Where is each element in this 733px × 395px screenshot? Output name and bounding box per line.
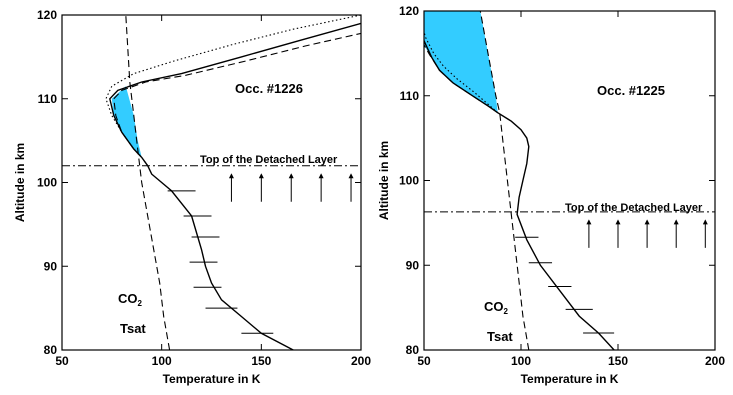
detached-layer-label: Top of the Detached Layer <box>565 202 703 214</box>
series-line-tsat <box>125 15 171 350</box>
y-tick-label: 100 <box>399 174 419 188</box>
tsat-label: Tsat <box>120 321 146 336</box>
co2-label: CO2 <box>484 299 509 316</box>
y-tick-label: 100 <box>37 176 57 190</box>
series-layer <box>424 11 615 350</box>
x-tick-label: 150 <box>608 354 628 368</box>
y-tick-label: 90 <box>406 258 420 272</box>
series-line-dashed-1 <box>113 32 361 167</box>
co2-text: CO <box>118 291 138 306</box>
series-line-solid-0 <box>109 22 361 350</box>
error-bar-layer <box>167 190 274 334</box>
y-tick-label: 90 <box>44 259 58 273</box>
chart-panel-occ-1226: 50 100 150 200 80 90 100 110 120 Temperature in … <box>13 8 371 386</box>
y-tick-label: 110 <box>400 89 420 103</box>
co2-text: CO <box>484 299 504 314</box>
y-tick-label: 80 <box>406 343 420 357</box>
occultation-label: Occ. #1225 <box>597 83 665 98</box>
detached-layer-label: Top of the Detached Layer <box>200 154 338 166</box>
y-tick-label: 120 <box>399 4 419 18</box>
shaded-region <box>111 86 148 166</box>
x-tick-label: 150 <box>251 354 271 368</box>
series-line-solid-0 <box>424 40 615 350</box>
series-line-dashed-1 <box>424 44 499 114</box>
y-axis-label: Altitude in km <box>13 143 27 222</box>
occultation-label: Occ. #1226 <box>235 81 303 96</box>
tick-layer: 50 100 150 200 80 90 100 110 120 <box>37 8 371 368</box>
x-tick-label: 200 <box>705 354 725 368</box>
y-tick-label: 80 <box>44 343 58 357</box>
y-tick-label: 110 <box>38 92 58 106</box>
x-axis-label: Temperature in K <box>163 372 261 386</box>
shaded-region-layer <box>424 11 498 113</box>
co2-label: CO2 <box>118 291 143 308</box>
plot-frame <box>61 14 362 351</box>
y-tick-label: 120 <box>37 8 57 22</box>
x-tick-label: 50 <box>55 354 69 368</box>
series-line-tsat <box>479 11 530 350</box>
x-tick-label: 50 <box>417 354 431 368</box>
co2-subscript: 2 <box>138 299 143 308</box>
arrow-layer <box>62 165 361 202</box>
x-axis-label: Temperature in K <box>521 372 619 386</box>
x-tick-label: 100 <box>511 354 531 368</box>
plot-frame <box>423 10 716 351</box>
x-tick-label: 100 <box>152 354 172 368</box>
error-bar-layer <box>515 236 615 334</box>
tsat-label: Tsat <box>487 329 513 344</box>
shaded-region <box>424 11 498 113</box>
co2-subscript: 2 <box>504 307 509 316</box>
y-axis-label: Altitude in km <box>377 141 391 220</box>
chart-panel-occ-1225: 50 100 150 200 80 90 100 110 120 Temperature in … <box>377 4 725 386</box>
x-tick-label: 200 <box>351 354 371 368</box>
series-line-dotted-2 <box>105 15 361 167</box>
series-layer <box>105 15 361 350</box>
shaded-region-layer <box>111 86 148 166</box>
arrow-layer <box>424 211 715 248</box>
